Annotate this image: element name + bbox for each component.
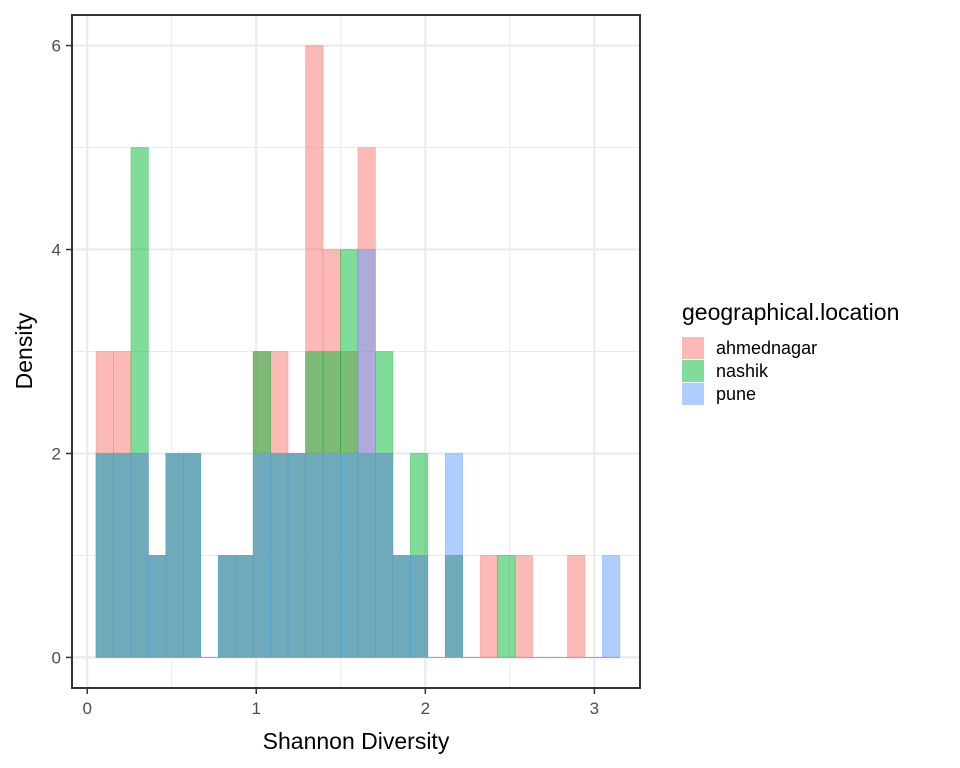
x-tick-label-1: 1	[252, 699, 261, 718]
bar-ahmednagar-27	[567, 555, 586, 658]
bar-pune-8	[235, 555, 254, 658]
legend: geographical.location ahmednagar nashik pu…	[682, 299, 899, 405]
legend-key-ahmednagar	[682, 337, 704, 359]
bar-pune-17	[392, 555, 411, 658]
legend-label-ahmednagar: ahmednagar	[716, 338, 817, 358]
histogram-bars	[95, 45, 621, 658]
y-axis-title: Density	[11, 312, 37, 389]
bar-pune-12	[305, 453, 324, 658]
legend-label-pune: pune	[716, 384, 756, 404]
legend-key-nashik	[682, 360, 704, 382]
bar-pune-13	[322, 453, 341, 658]
y-tick-label-3: 6	[52, 37, 61, 56]
bar-pune-20	[444, 453, 464, 658]
bar-pune-3	[148, 555, 167, 658]
bar-pune-4	[165, 453, 184, 658]
bar-ahmednagar-24	[514, 555, 533, 658]
x-tick-label-0: 0	[82, 699, 91, 718]
plot-border	[71, 14, 641, 689]
bar-pune-5	[183, 453, 202, 658]
bar-pune-0	[95, 453, 114, 658]
x-tick-label-2: 2	[421, 699, 430, 718]
bar-pune-10	[270, 453, 289, 658]
bar-pune-9	[252, 453, 271, 658]
bar-pune-15	[357, 249, 376, 658]
bar-pune-14	[340, 453, 359, 658]
x-tick-label-3: 3	[590, 699, 599, 718]
bar-pune-11	[287, 453, 306, 658]
bar-pune-2	[130, 453, 149, 658]
y-tick-label-1: 2	[52, 444, 61, 463]
axis-ticks: 0 1 2 3 0 2 4 6	[52, 37, 600, 718]
bar-pune-1	[113, 453, 132, 658]
bar-nashik-23	[497, 555, 516, 658]
y-tick-label-2: 4	[52, 241, 61, 260]
bar-pune-18	[410, 555, 429, 658]
legend-key-pune	[682, 383, 704, 405]
legend-label-nashik: nashik	[716, 361, 769, 381]
series-pune	[95, 249, 621, 658]
bar-pune-16	[375, 453, 394, 658]
x-axis-title: Shannon Diversity	[263, 728, 450, 754]
bar-ahmednagar-22	[479, 555, 498, 658]
y-tick-label-0: 0	[52, 648, 61, 667]
bar-pune-29	[602, 555, 621, 658]
legend-title: geographical.location	[682, 299, 899, 325]
bar-pune-7	[217, 555, 237, 658]
